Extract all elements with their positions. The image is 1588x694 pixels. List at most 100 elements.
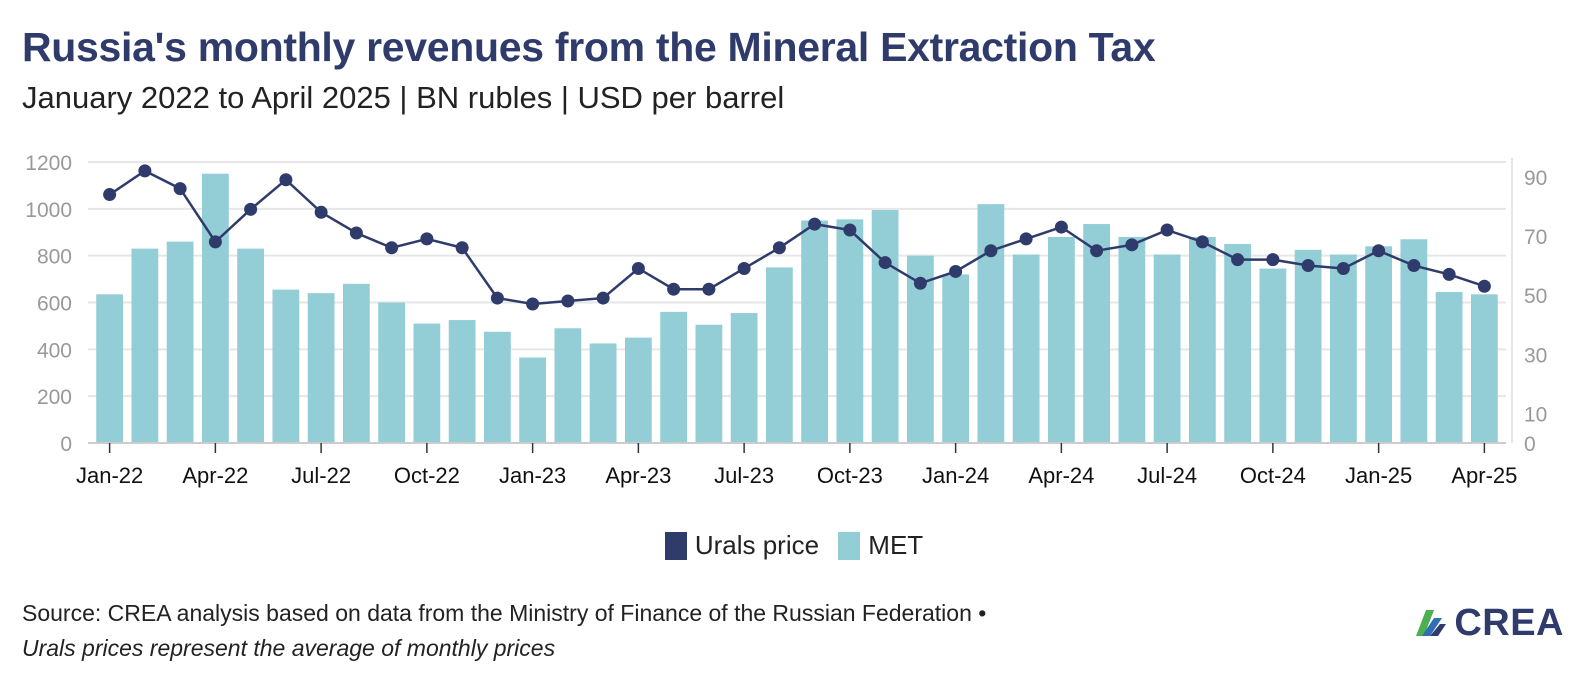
point-urals-price bbox=[455, 241, 469, 255]
bar-met bbox=[589, 343, 617, 443]
chart-area: 0 200 400 600 800 1000 1200 0 10 30 50 70 90 Jan-22 Ap… bbox=[25, 152, 1547, 488]
x-tick-label: Jan-23 bbox=[499, 463, 566, 488]
bar-met bbox=[836, 219, 864, 443]
point-urals-price bbox=[279, 173, 293, 187]
bar-met bbox=[483, 331, 511, 443]
point-urals-price bbox=[1442, 267, 1456, 281]
x-tick-label: Jan-25 bbox=[1345, 463, 1412, 488]
legend-swatch-met bbox=[838, 531, 861, 560]
x-tick-label: Jul-23 bbox=[714, 463, 774, 488]
y-right-tick-label: 90 bbox=[1524, 167, 1547, 190]
point-urals-price bbox=[702, 282, 716, 296]
bar-met bbox=[1012, 254, 1040, 443]
bar-met bbox=[413, 323, 441, 443]
bar-met bbox=[977, 204, 1005, 443]
chart-title: Russia's monthly revenues from the Miner… bbox=[22, 24, 1156, 70]
bar-met bbox=[942, 274, 970, 443]
point-urals-price bbox=[244, 202, 258, 216]
bar-met bbox=[554, 328, 582, 443]
source-text: Source: CREA analysis based on data from… bbox=[22, 600, 987, 626]
y-right-tick-label: 50 bbox=[1524, 285, 1547, 308]
x-tick-label: Apr-24 bbox=[1028, 463, 1094, 488]
point-urals-price bbox=[667, 282, 681, 296]
y-left-tick-label: 1200 bbox=[25, 152, 72, 175]
point-urals-price bbox=[490, 291, 504, 305]
bar-met bbox=[1329, 254, 1357, 443]
point-urals-price bbox=[1266, 253, 1280, 267]
x-tick-label: Apr-25 bbox=[1451, 463, 1517, 488]
y-right-tick-label: 10 bbox=[1524, 403, 1547, 426]
legend-label-urals: Urals price bbox=[694, 530, 820, 560]
point-urals-price bbox=[349, 226, 363, 240]
point-urals-price bbox=[1407, 259, 1421, 273]
y-left-tick-label: 0 bbox=[60, 433, 72, 456]
bar-met bbox=[1188, 236, 1216, 443]
bar-met bbox=[201, 173, 229, 444]
bar-met bbox=[695, 324, 723, 443]
bar-met bbox=[730, 313, 758, 443]
bar-met bbox=[448, 320, 476, 443]
legend-item-met: MET bbox=[838, 530, 923, 561]
bar-met bbox=[166, 241, 194, 443]
point-urals-price bbox=[1336, 261, 1350, 275]
x-tick-label: Jul-24 bbox=[1137, 463, 1197, 488]
x-tick-label: Jul-22 bbox=[291, 463, 351, 488]
bar-met bbox=[1224, 243, 1252, 443]
y-right-tick-label: 0 bbox=[1524, 433, 1536, 456]
y-left-tick-label: 800 bbox=[37, 246, 72, 269]
crea-logo-icon bbox=[1416, 609, 1447, 636]
point-urals-price bbox=[808, 217, 822, 231]
bar-met bbox=[660, 311, 688, 443]
legend-label-met: MET bbox=[868, 530, 924, 560]
point-urals-price bbox=[173, 182, 187, 196]
bar-met bbox=[307, 293, 335, 443]
bar-met bbox=[519, 357, 547, 443]
bar-met bbox=[96, 294, 124, 443]
bar-met bbox=[1400, 239, 1428, 443]
y-right-tick-label: 30 bbox=[1524, 344, 1547, 367]
bar-met bbox=[801, 220, 829, 443]
y-left-tick-label: 600 bbox=[37, 293, 72, 316]
point-urals-price bbox=[420, 232, 434, 246]
bar-met bbox=[1047, 236, 1075, 443]
point-urals-price bbox=[1054, 220, 1068, 234]
bar-met bbox=[131, 248, 159, 443]
y-left-tick-label: 200 bbox=[37, 386, 72, 409]
point-urals-price bbox=[314, 205, 328, 219]
note-text: Urals prices represent the average of mo… bbox=[22, 635, 556, 661]
point-urals-price bbox=[385, 241, 399, 255]
point-urals-price bbox=[1125, 238, 1139, 252]
bar-met bbox=[1365, 246, 1393, 443]
bar-met bbox=[871, 210, 899, 443]
point-urals-price bbox=[1231, 253, 1245, 267]
bar-met bbox=[1153, 254, 1181, 443]
x-tick-label: Oct-23 bbox=[817, 463, 883, 488]
point-urals-price bbox=[596, 291, 610, 305]
point-urals-price bbox=[526, 297, 540, 311]
legend-item-urals: Urals price bbox=[664, 530, 820, 561]
point-urals-price bbox=[1372, 244, 1386, 258]
bar-met bbox=[624, 337, 652, 443]
point-urals-price bbox=[843, 223, 857, 237]
y-left-tick-label: 1000 bbox=[25, 199, 72, 222]
bar-met bbox=[1083, 224, 1111, 443]
x-tick-label: Apr-22 bbox=[182, 463, 248, 488]
point-urals-price bbox=[138, 164, 152, 178]
bar-met bbox=[342, 283, 370, 443]
x-tick-label: Oct-22 bbox=[394, 463, 460, 488]
legend-swatch-urals bbox=[664, 531, 687, 560]
point-urals-price bbox=[1090, 244, 1104, 258]
x-tick-label: Jan-24 bbox=[922, 463, 989, 488]
point-urals-price bbox=[208, 235, 222, 249]
y-left-tick-label: 400 bbox=[37, 339, 72, 362]
point-urals-price bbox=[1477, 279, 1491, 293]
bar-met bbox=[1118, 236, 1146, 443]
bar-met bbox=[1259, 268, 1287, 443]
point-urals-price bbox=[737, 261, 751, 275]
point-urals-price bbox=[631, 261, 645, 275]
y-right-tick-label: 70 bbox=[1524, 226, 1547, 249]
point-urals-price bbox=[1160, 223, 1174, 237]
point-urals-price bbox=[103, 188, 117, 202]
point-urals-price bbox=[949, 264, 963, 278]
point-urals-price bbox=[1195, 235, 1209, 249]
